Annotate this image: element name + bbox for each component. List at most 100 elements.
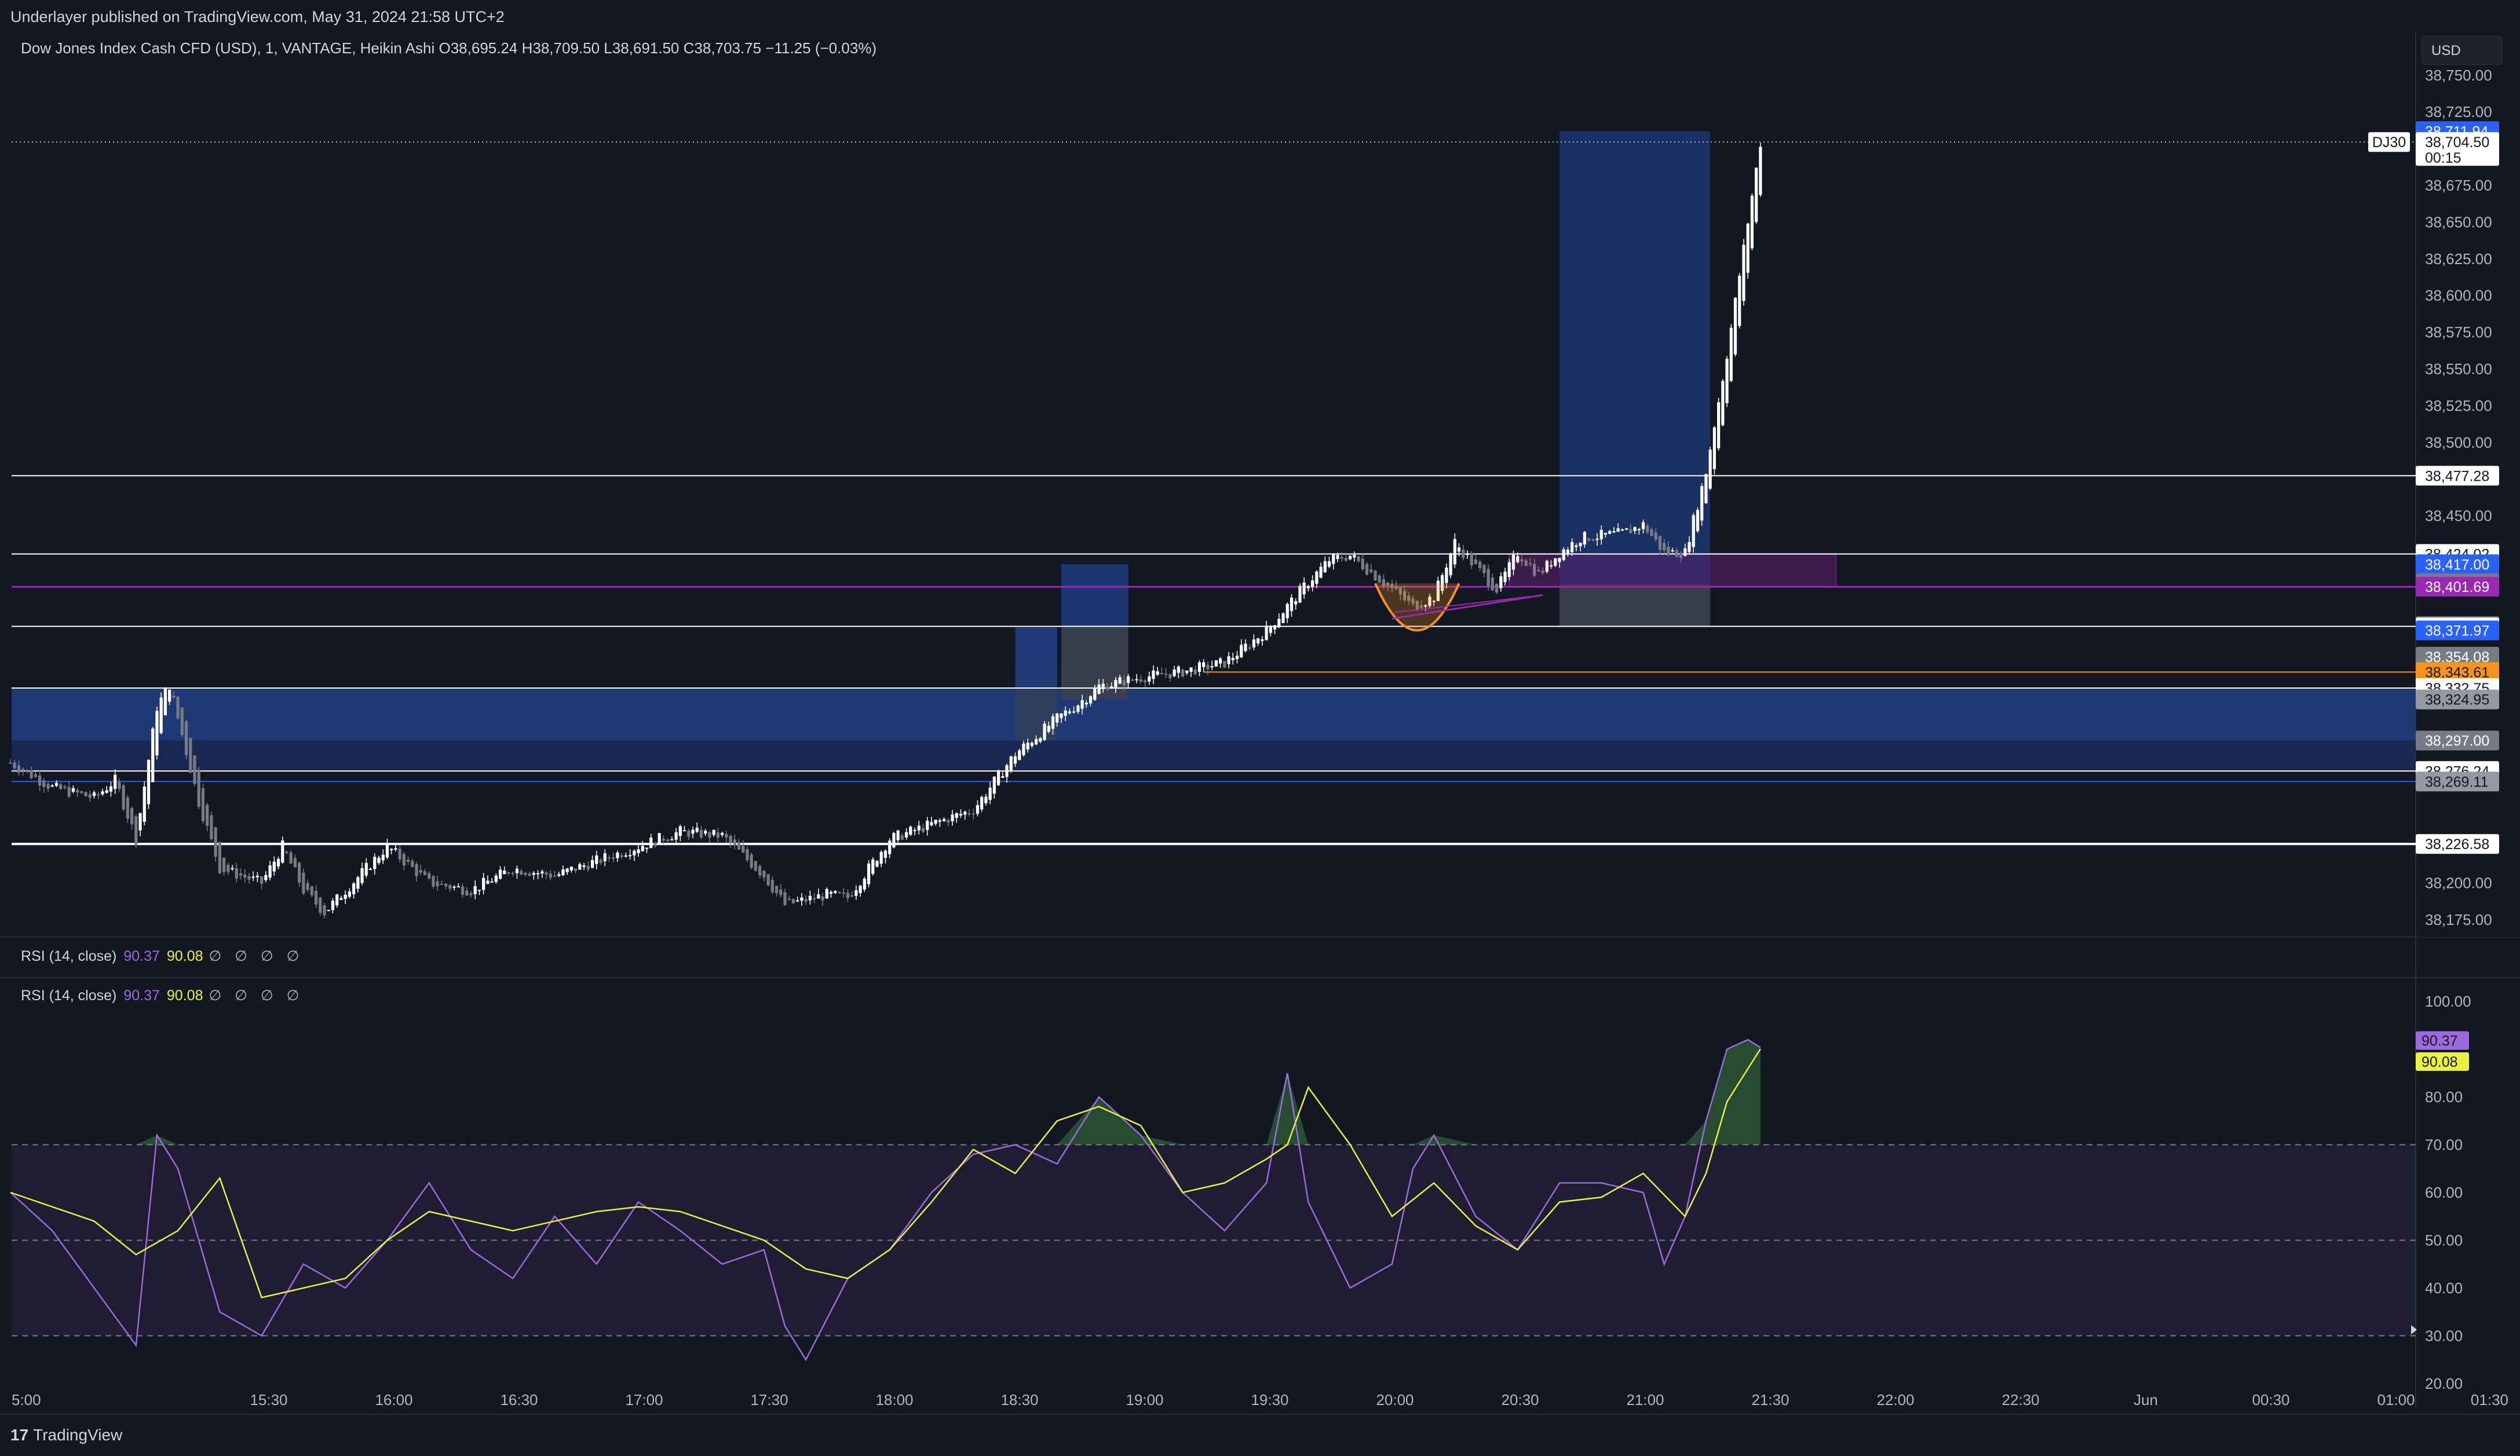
candle-body	[561, 869, 565, 875]
rsi-legend-value: 90.37	[123, 948, 160, 964]
symbol-legend[interactable]: Dow Jones Index Cash CFD (USD), 1, VANTA…	[21, 39, 877, 57]
candle-body	[373, 857, 377, 869]
rsi-legend-pane[interactable]: RSI (14, close) 90.37 90.08 ∅ ∅ ∅ ∅	[21, 987, 304, 1004]
trend-line[interactable]	[1392, 594, 1543, 613]
candle-body	[1503, 572, 1507, 583]
rsi-legend-main[interactable]: RSI (14, close) 90.37 90.08 ∅ ∅ ∅ ∅	[21, 948, 304, 965]
candle-body	[1742, 244, 1745, 301]
candle-body	[1336, 555, 1339, 559]
candle-body	[1625, 528, 1628, 530]
candle-body	[1641, 522, 1645, 529]
candle-body	[206, 804, 209, 826]
rsi-tick-label: 40.00	[2425, 1279, 2463, 1297]
candle-body	[913, 830, 916, 832]
time-tick-label: 00:30	[2252, 1391, 2289, 1409]
candle-body	[247, 876, 251, 880]
candle-body	[1482, 565, 1486, 573]
candle-body	[624, 855, 627, 857]
candle-body	[834, 891, 837, 893]
time-tick-label: 16:00	[375, 1391, 412, 1409]
trend-line[interactable]	[1392, 594, 1543, 620]
candle-body	[733, 839, 736, 845]
price-tick-label: 38,450.00	[2425, 507, 2492, 525]
candle-body	[963, 811, 967, 815]
candle-body	[1487, 569, 1490, 586]
candle-body	[1533, 564, 1536, 576]
candle-body	[1009, 756, 1013, 771]
candle-body	[725, 833, 728, 838]
level-price-tag: 38,477.28	[2425, 468, 2489, 484]
candle-body	[1549, 565, 1553, 567]
blue-zone-band-inner[interactable]	[12, 687, 2416, 741]
candle-body	[1101, 683, 1105, 689]
candle-body	[607, 857, 611, 859]
tradingview-brand: TradingView	[33, 1426, 123, 1444]
candle-body	[352, 883, 356, 894]
candle-body	[218, 842, 221, 873]
candle-body	[235, 868, 238, 879]
candle-body	[796, 900, 799, 902]
candle-body	[590, 860, 594, 868]
candle-body	[344, 894, 347, 899]
candle-body	[1302, 582, 1306, 595]
candle-body	[473, 886, 477, 894]
trade-box-target[interactable]	[1015, 627, 1057, 688]
candle-body	[1056, 714, 1059, 723]
candle-body	[1692, 515, 1695, 547]
candle-body	[947, 820, 950, 823]
level-price-tag-bg	[2416, 689, 2499, 709]
tradingview-logo[interactable]: 17 TradingView	[10, 1426, 122, 1444]
candle-body	[984, 796, 988, 803]
candle-body	[356, 877, 360, 889]
candle-body	[1704, 474, 1708, 503]
drawing-overlay[interactable]	[1374, 583, 1543, 632]
candle-body	[1323, 561, 1327, 573]
drawing-zones[interactable]	[12, 131, 2416, 771]
time-axis[interactable]: 5:00 15:30 16:00 16:30 17:00 17:30 18:00 18:30 1…	[12, 1391, 2508, 1409]
candle-body	[1633, 527, 1637, 532]
candle-body	[151, 728, 155, 782]
currency-selector[interactable]: USD	[2422, 36, 2503, 65]
candle-body	[1524, 560, 1528, 566]
trade-box-target[interactable]	[1061, 564, 1128, 628]
candle-body	[1587, 538, 1591, 541]
candle-body	[645, 847, 649, 849]
main-pane[interactable]	[0, 32, 2520, 1415]
candle-body	[130, 808, 134, 825]
long-position-stop[interactable]	[1559, 583, 1711, 627]
candle-body	[239, 873, 243, 876]
candle-body	[101, 791, 104, 795]
candle-body	[1022, 743, 1025, 755]
candle-body	[1733, 298, 1737, 354]
candle-body	[1604, 533, 1608, 535]
candle-body	[1340, 557, 1343, 559]
blue-zone-band[interactable]	[12, 740, 2416, 771]
candle-body	[996, 770, 1000, 785]
candle-body	[440, 883, 443, 885]
candle-body	[1143, 680, 1147, 683]
price-axis[interactable]: 38,750.00 38,725.00 38,675.00 38,650.00 38,6…	[2368, 32, 2520, 937]
candle-body	[1629, 529, 1632, 533]
candle-body	[331, 901, 335, 910]
horizontal-levels[interactable]	[12, 141, 2416, 846]
rsi-axis[interactable]: 100.00 80.00 70.00 60.00 50.00 40.00 30.00 20.0…	[2411, 993, 2471, 1392]
candle-body	[943, 819, 946, 821]
candle-body	[687, 831, 691, 837]
candle-body	[210, 815, 213, 840]
long-position-target[interactable]	[1559, 131, 1711, 584]
scroll-right-icon[interactable]	[2411, 1325, 2417, 1334]
level-price-tag: 38,417.00	[2425, 557, 2489, 573]
rsi-value-tag-bg	[2416, 1031, 2469, 1050]
candle-body	[791, 899, 795, 903]
candle-body	[34, 774, 37, 777]
rsi-pane[interactable]	[10, 1038, 2416, 1362]
candle-body	[507, 872, 510, 874]
candle-body	[323, 905, 326, 916]
rsi-legend-label: RSI (14, close)	[21, 987, 117, 1004]
candle-body	[695, 828, 699, 832]
rsi-signal-tag-bg	[2416, 1052, 2469, 1071]
rsi-tick-label: 60.00	[2425, 1184, 2463, 1201]
candle-body	[674, 832, 678, 840]
candle-body	[1227, 656, 1230, 664]
